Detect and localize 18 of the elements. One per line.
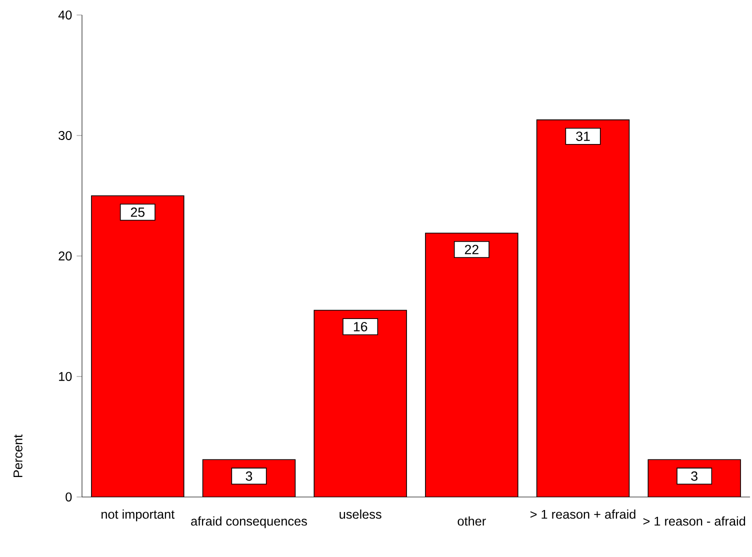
x-tick-label: afraid consequences (191, 516, 307, 528)
data-label: 31 (576, 132, 590, 141)
y-tick-label: 10 (59, 372, 72, 381)
data-label: 16 (354, 322, 368, 332)
x-tick-label: > 1 reason + afraid (530, 509, 636, 519)
y-tick-label: 40 (58, 10, 72, 20)
y-tick-label: 30 (58, 131, 72, 140)
y-tick-label: 20 (58, 252, 72, 260)
x-tick-label: > 1 reason - afraid (643, 516, 746, 526)
x-tick-label: other (458, 516, 486, 526)
x-tick-label: not important (102, 509, 175, 522)
data-label: 22 (464, 244, 478, 254)
y-axis-title: Percent (14, 434, 22, 478)
data-label: 25 (130, 207, 145, 217)
data-label: 3 (691, 471, 698, 481)
y-tick-label: 0 (66, 492, 72, 502)
x-tick-label: useless (340, 509, 382, 519)
data-label: 3 (246, 471, 252, 481)
